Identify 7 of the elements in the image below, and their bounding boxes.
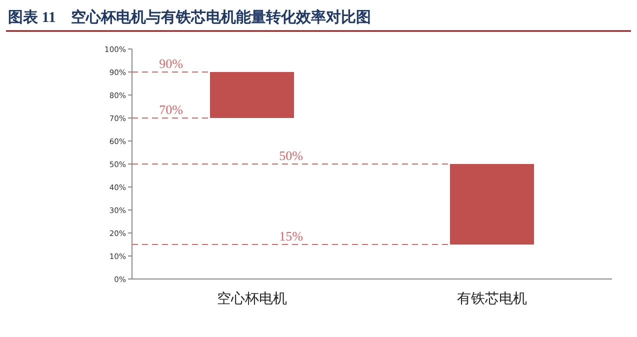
- x-tick-label: 空心杯电机: [217, 291, 287, 307]
- ref-line-label: 15%: [279, 228, 304, 244]
- x-tick-label: 有铁芯电机: [457, 291, 527, 307]
- ref-line-label: 70%: [159, 102, 184, 117]
- ref-line-label: 90%: [159, 56, 184, 71]
- ref-line-label: 50%: [279, 148, 304, 163]
- chart-title: 图表 11 空心杯电机与有铁芯电机能量转化效率对比图: [8, 8, 371, 26]
